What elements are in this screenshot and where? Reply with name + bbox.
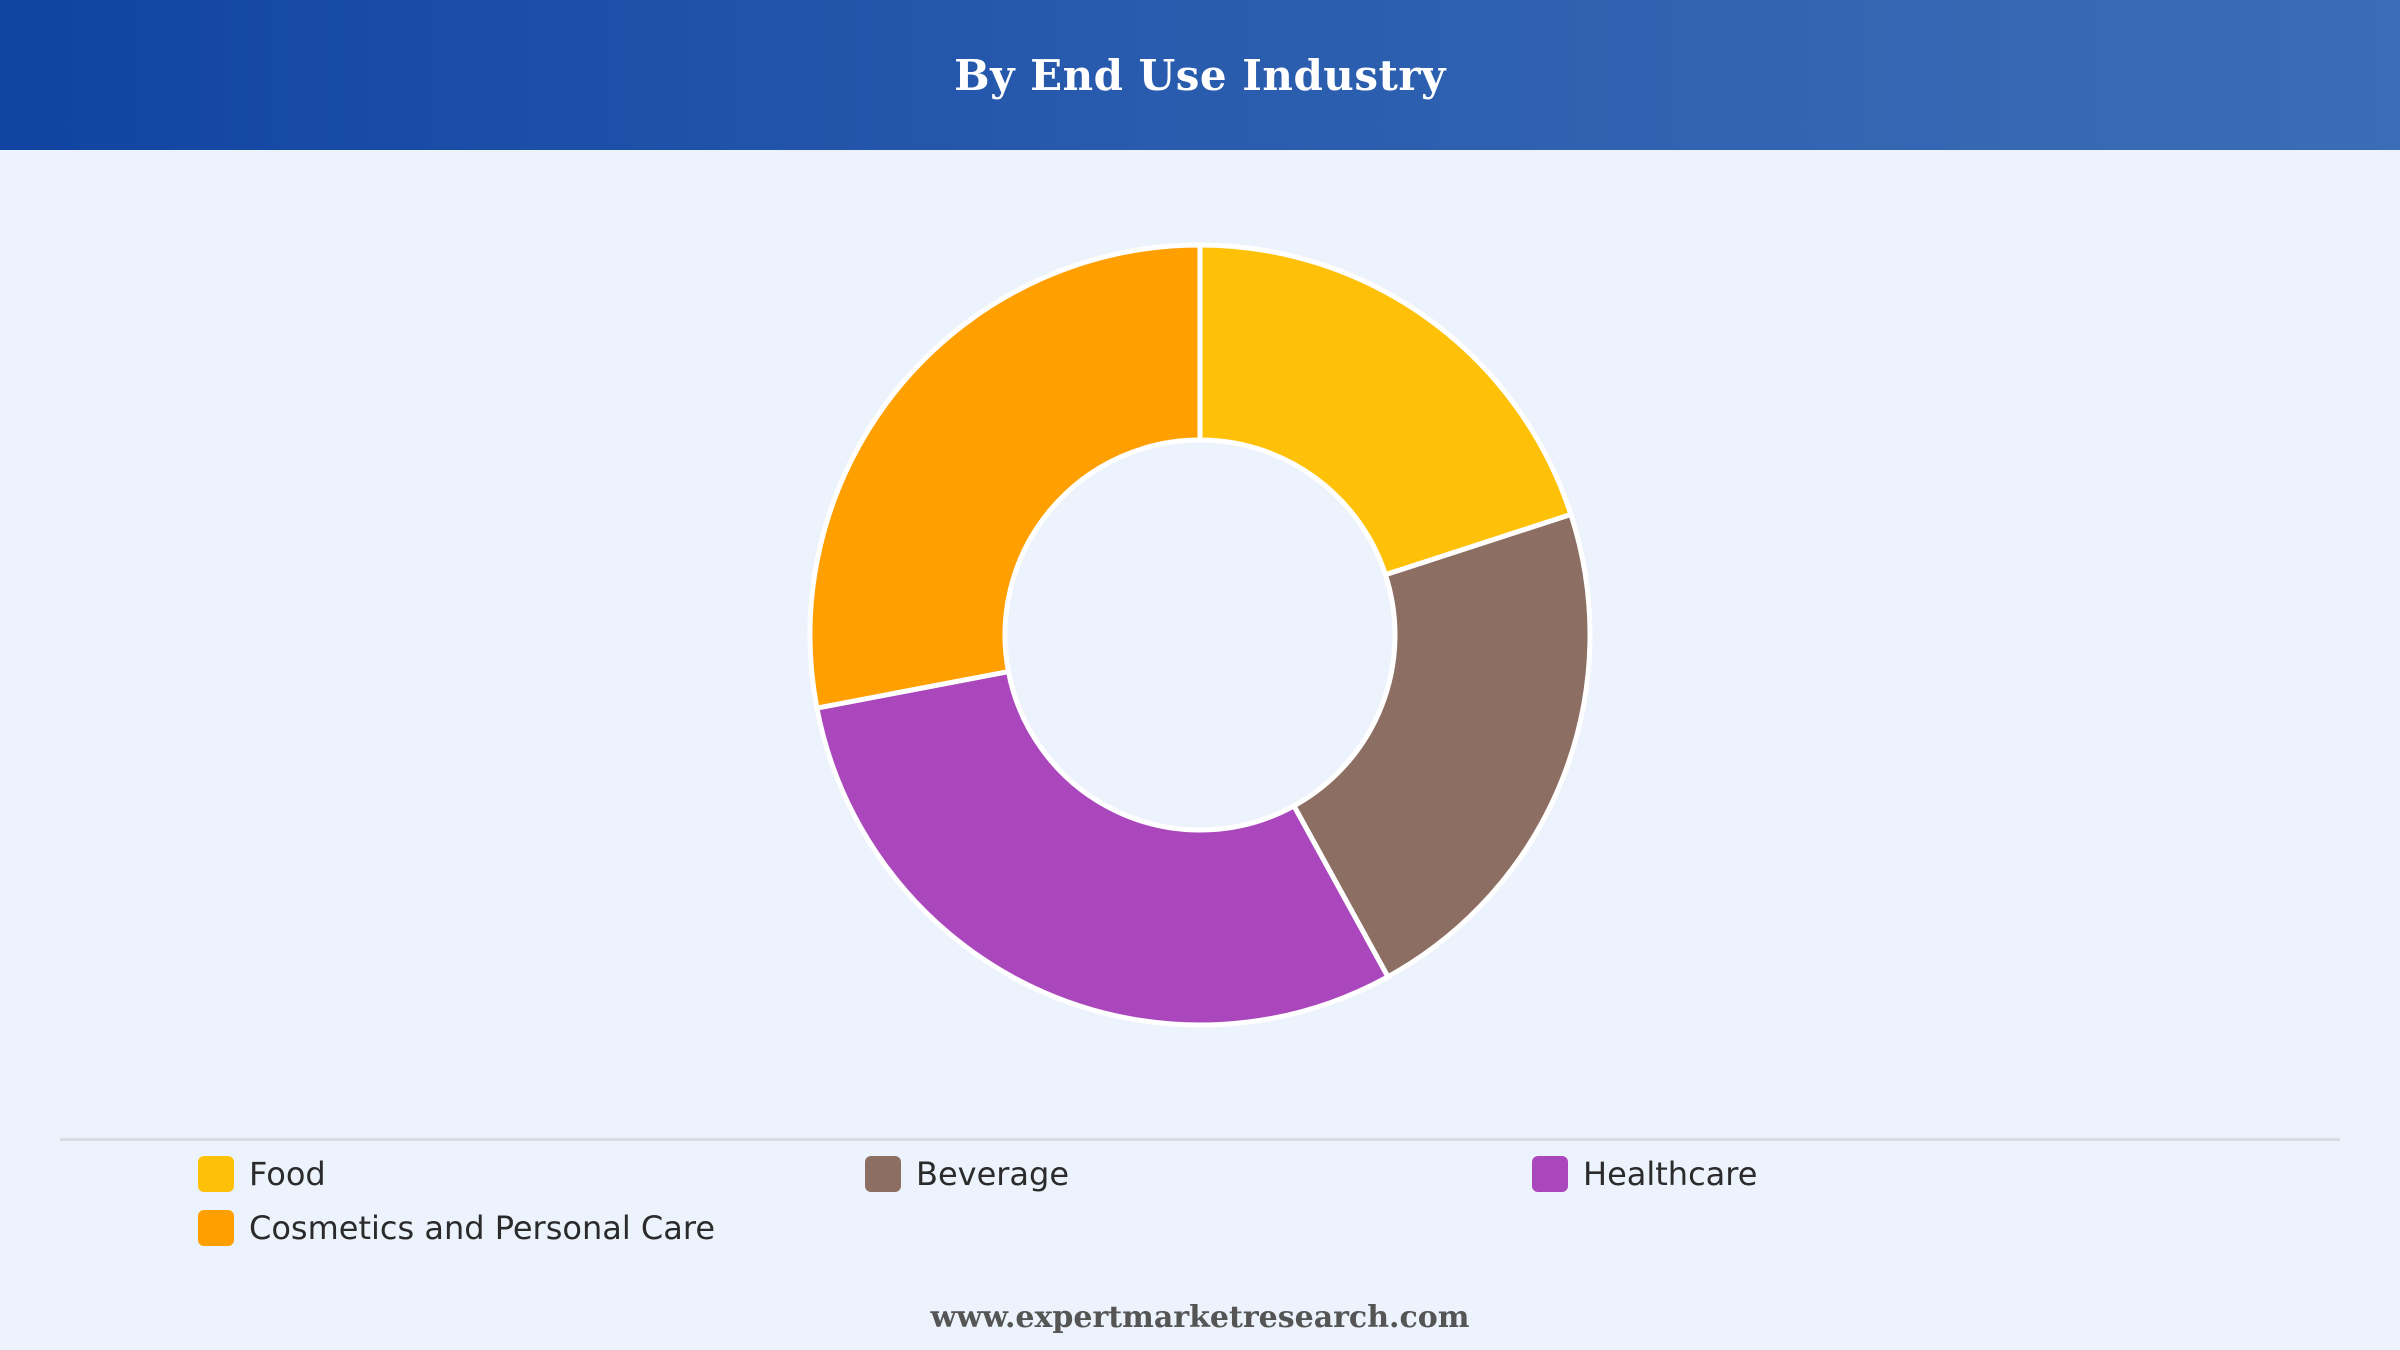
slice-healthcare[interactable] [814, 669, 1391, 1028]
legend-swatch [865, 1156, 901, 1192]
chart-header: By End Use Industry [0, 0, 2400, 150]
legend-swatch [198, 1156, 234, 1192]
legend-item-food[interactable]: Food [198, 1155, 865, 1193]
legend-label: Healthcare [1583, 1155, 1758, 1193]
source-url: www.expertmarketresearch.com [930, 1300, 1470, 1335]
legend-label: Food [249, 1155, 326, 1193]
legend-item-beverage[interactable]: Beverage [865, 1155, 1532, 1193]
legend-item-healthcare[interactable]: Healthcare [1532, 1155, 2199, 1193]
legend-label: Beverage [916, 1155, 1070, 1193]
donut-chart [807, 242, 1593, 1028]
slice-beverage[interactable] [1291, 511, 1593, 980]
legend-item-cosmetics-and-personal-care[interactable]: Cosmetics and Personal Care [198, 1209, 865, 1247]
chart-title: By End Use Industry [954, 50, 1446, 100]
legend-label: Cosmetics and Personal Care [249, 1209, 715, 1247]
legend-swatch [198, 1210, 234, 1246]
chart-legend: Food Beverage Healthcare Cosmetics and Pers… [198, 1155, 2298, 1247]
slice-cosmetics-and-personal-care[interactable] [807, 242, 1203, 711]
legend-swatch [1532, 1156, 1568, 1192]
slice-food[interactable] [1197, 242, 1574, 578]
legend-divider [60, 1138, 2340, 1141]
